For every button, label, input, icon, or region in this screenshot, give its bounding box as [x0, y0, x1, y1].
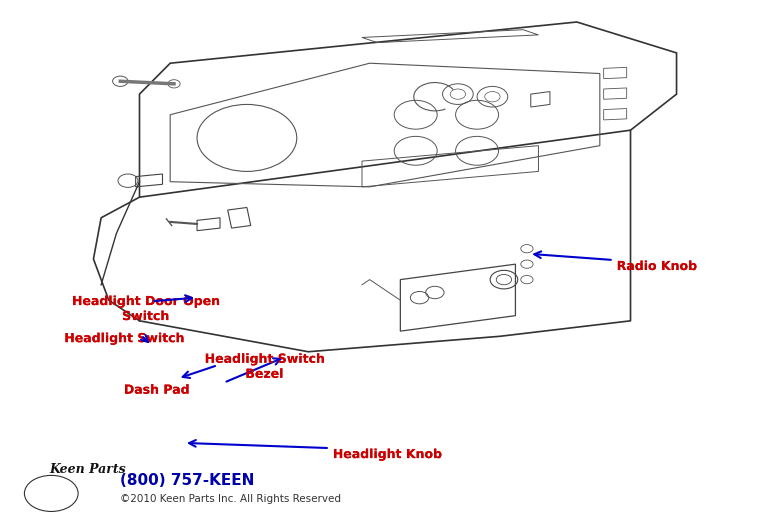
- Text: Radio Knob: Radio Knob: [617, 260, 697, 273]
- Text: Headlight Switch: Headlight Switch: [65, 332, 183, 345]
- Text: ©2010 Keen Parts Inc. All Rights Reserved: ©2010 Keen Parts Inc. All Rights Reserve…: [120, 494, 341, 503]
- Text: Keen Parts: Keen Parts: [49, 463, 126, 476]
- Text: Headlight Knob: Headlight Knob: [333, 448, 441, 461]
- Text: Headlight Switch
Bezel: Headlight Switch Bezel: [205, 353, 324, 381]
- Text: Dash Pad: Dash Pad: [124, 384, 189, 397]
- Text: (800) 757-KEEN: (800) 757-KEEN: [120, 473, 255, 488]
- Text: Headlight Door Open
Switch: Headlight Door Open Switch: [72, 295, 219, 323]
